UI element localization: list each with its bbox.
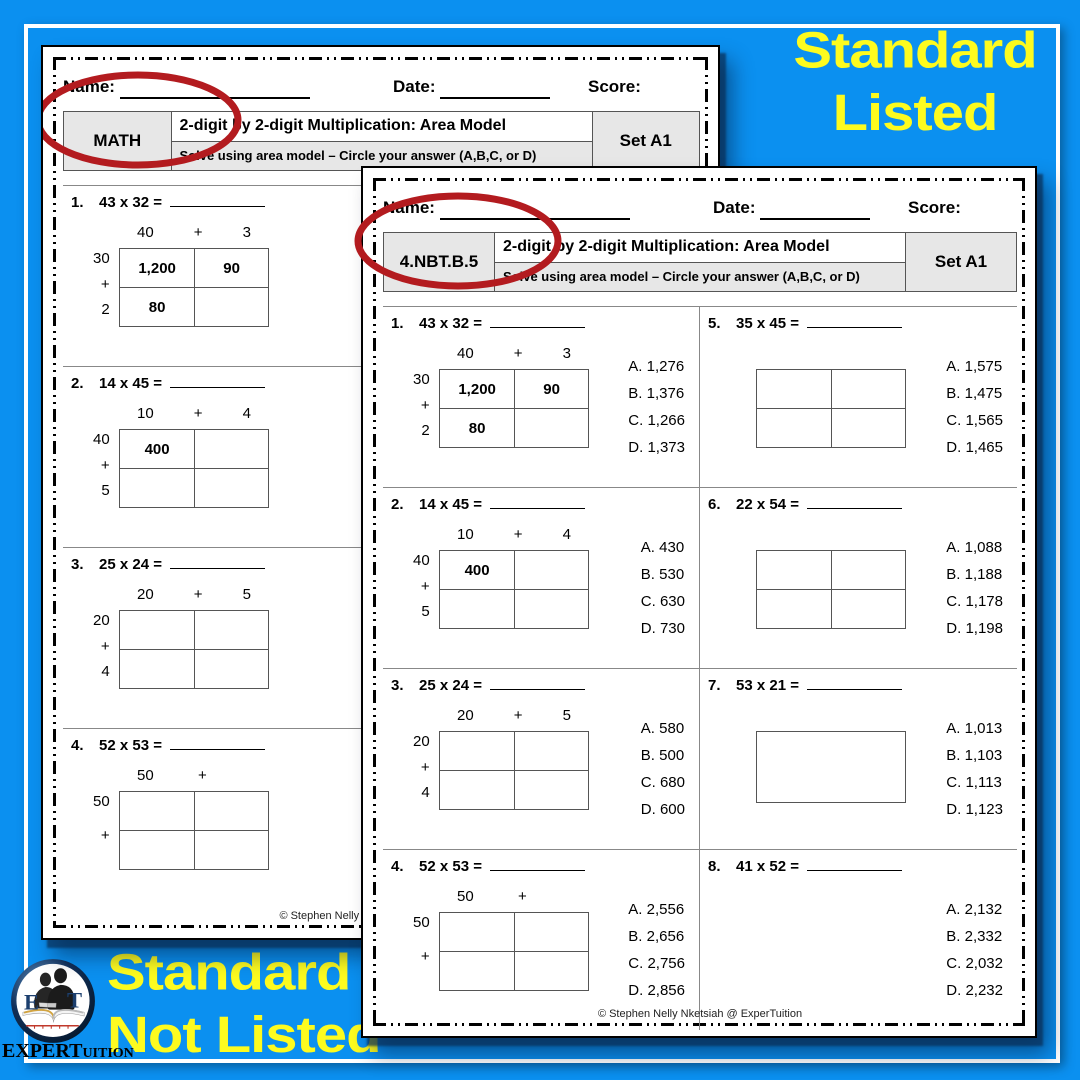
svg-text:E: E [24,990,39,1015]
svg-text:T: T [67,987,82,1012]
